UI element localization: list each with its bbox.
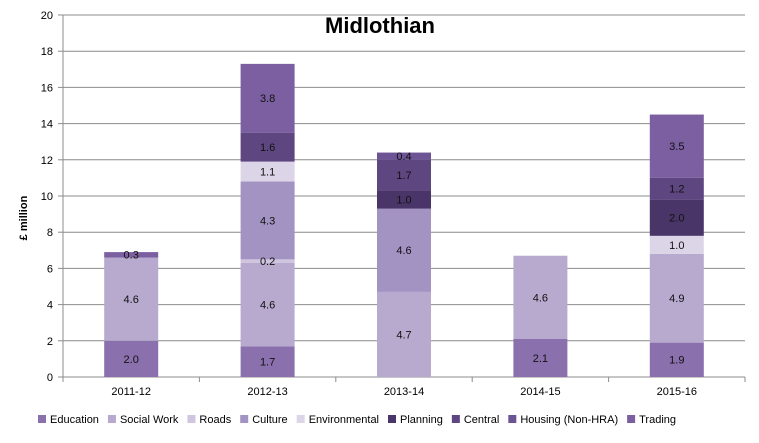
- y-axis-title: £ million: [18, 195, 30, 240]
- legend-item: Social Work: [107, 414, 179, 426]
- legend-label: Social Work: [120, 414, 179, 426]
- legend-swatch: [388, 415, 397, 423]
- bar-segment: [240, 132, 295, 162]
- data-label: 1.7: [260, 357, 275, 369]
- data-label: 3.5: [669, 141, 684, 153]
- data-label: 4.6: [260, 300, 275, 312]
- legend-item: Trading: [627, 414, 676, 426]
- data-label: 2.0: [669, 213, 684, 225]
- y-tick-label: 16: [41, 82, 53, 94]
- legend-label: Planning: [400, 414, 443, 426]
- y-tick-label: 14: [41, 119, 53, 131]
- bar-segment: [649, 235, 704, 254]
- data-label: 1.9: [669, 355, 684, 367]
- bar-segment: [104, 252, 159, 258]
- data-label: 4.7: [396, 329, 411, 341]
- bar-segment: [377, 159, 431, 191]
- bar-segment: [649, 199, 704, 236]
- y-tick-label: 12: [41, 155, 53, 167]
- data-label: 4.6: [124, 294, 139, 306]
- legend-swatch: [187, 415, 196, 423]
- bar-segment: [104, 257, 159, 341]
- bar-segment: [240, 262, 295, 347]
- legend-item: Central: [451, 414, 499, 426]
- data-label: 1.2: [669, 184, 684, 196]
- y-tick-label: 18: [41, 46, 53, 58]
- bar-segment: [377, 208, 431, 292]
- bar-segment: [377, 152, 431, 160]
- bar-segment: [649, 253, 704, 343]
- data-label: 4.3: [260, 215, 275, 227]
- data-label: 0.3: [124, 250, 139, 262]
- data-label: 0.4: [396, 151, 411, 163]
- legend: Education Social Work Roads Culture Environm…: [38, 414, 676, 426]
- bar-segment: [649, 342, 704, 377]
- data-label: 1.7: [396, 170, 411, 182]
- axes: 0 2 4 6 8 10 12 14 16 18 20 2011-12 2012-13 2013-14 20…: [41, 10, 746, 398]
- legend-label: Environmental: [309, 414, 379, 426]
- legend-item: Environmental: [296, 414, 379, 426]
- data-label: 3.8: [260, 93, 275, 105]
- legend-item: Roads: [187, 414, 232, 426]
- y-tick-label: 20: [41, 10, 53, 22]
- legend-swatch: [240, 415, 249, 423]
- bar-segment: [513, 338, 568, 377]
- legend-item: Planning: [388, 414, 443, 426]
- bar-segment: [240, 181, 295, 260]
- legend-label: Culture: [252, 414, 287, 426]
- data-label: 1.6: [260, 142, 275, 154]
- bar-segment: [104, 340, 159, 377]
- bar-segment: [240, 259, 295, 263]
- data-label: 1.0: [396, 195, 411, 207]
- data-label: 4.9: [669, 293, 684, 305]
- bar-segment: [377, 291, 431, 377]
- y-tick-label: 8: [47, 227, 53, 239]
- x-tick-label: 2014-15: [520, 386, 560, 398]
- bar-segment: [649, 177, 704, 200]
- legend-item: Culture: [240, 414, 288, 426]
- y-tick-label: 4: [47, 300, 53, 312]
- legend-label: Roads: [199, 414, 231, 426]
- chart-title: Midlothian: [325, 13, 435, 38]
- legend-label: Education: [50, 414, 99, 426]
- data-label: 4.6: [533, 292, 548, 304]
- legend-swatch: [451, 415, 460, 423]
- legend-swatch: [107, 415, 116, 423]
- legend-swatch: [38, 415, 46, 423]
- data-label: 2.0: [124, 354, 139, 366]
- bar-segment: [240, 346, 295, 377]
- legend-swatch: [296, 415, 305, 423]
- data-label: 1.0: [669, 240, 684, 252]
- x-tick-label: 2012-13: [247, 386, 287, 398]
- data-labels: 2.0 4.6 0.3 1.7 4.6 0.2 4.3 1.1 1.6 3.8 4.7 4.6 1.0 1…: [124, 93, 685, 368]
- x-tick-label: 2011-12: [111, 386, 151, 398]
- y-tick-label: 2: [47, 336, 53, 348]
- data-label: 1.1: [260, 166, 275, 178]
- y-tick-label: 10: [41, 191, 53, 203]
- bar-segment: [513, 255, 568, 339]
- data-label: 4.6: [396, 245, 411, 257]
- bar-segment: [240, 63, 295, 133]
- x-tick-label: 2015-16: [657, 386, 697, 398]
- legend-item: Housing (Non-HRA): [508, 414, 618, 426]
- bar-segment: [377, 190, 431, 209]
- data-label: 2.1: [533, 353, 548, 365]
- y-tick-label: 6: [47, 263, 53, 275]
- x-tick-label: 2013-14: [384, 386, 424, 398]
- legend-item: Education: [38, 414, 99, 426]
- legend-label: Trading: [639, 414, 676, 426]
- legend-label: Housing (Non-HRA): [520, 414, 618, 426]
- bars: [104, 63, 704, 377]
- legend-label: Central: [464, 414, 499, 426]
- bar-segment: [649, 114, 704, 178]
- legend-swatch: [627, 415, 636, 423]
- bar-segment: [240, 161, 295, 182]
- y-tick-label: 0: [47, 372, 53, 384]
- legend-swatch: [508, 415, 517, 423]
- data-label: 0.2: [260, 256, 275, 268]
